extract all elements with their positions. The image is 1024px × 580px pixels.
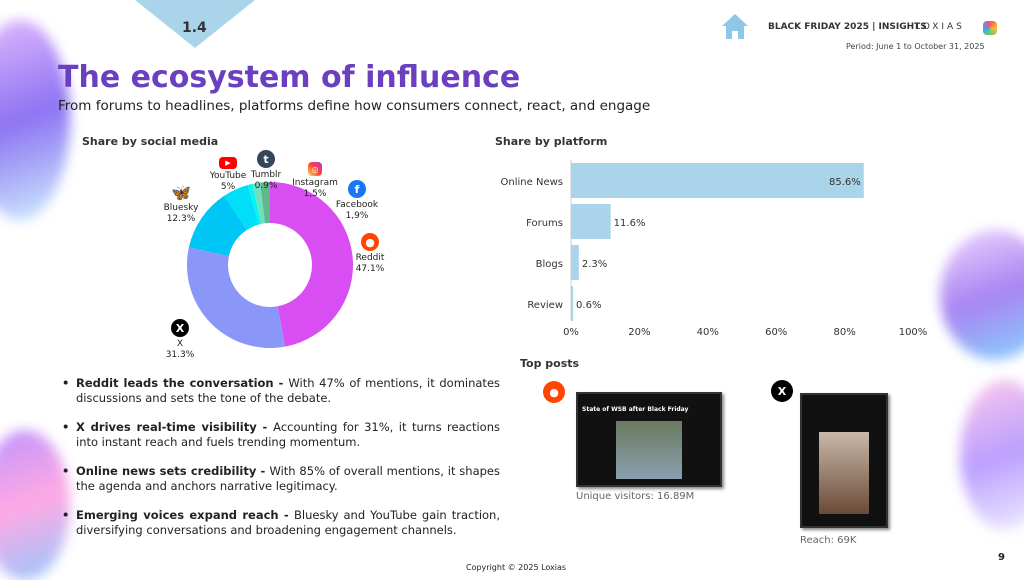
x-tick-label: 0% xyxy=(563,327,579,338)
label-instagram: ◎ Instagram 1,5% xyxy=(288,162,342,200)
x-icon: X xyxy=(771,380,793,402)
donut-slice-reddit xyxy=(270,182,353,347)
x-tick-label: 100% xyxy=(899,327,928,338)
period-label: Period: June 1 to October 31, 2025 xyxy=(846,42,985,51)
label-facebook: f Facebook 1,9% xyxy=(332,180,382,222)
decorative-shape xyxy=(0,20,70,220)
decorative-shape xyxy=(960,380,1024,530)
bar-blogs xyxy=(571,245,579,280)
value-label: 0.6% xyxy=(576,300,601,311)
label-youtube: ▶ YouTube 5% xyxy=(209,157,247,192)
label-reddit: ● Reddit 47.1% xyxy=(340,233,400,275)
list-item: Online news sets credibility - With 85% … xyxy=(62,464,500,494)
list-item: X drives real-time visibility - Accounti… xyxy=(62,420,500,450)
page-title: The ecosystem of influence xyxy=(58,60,521,95)
reddit-post-title: State of WSB after Black Friday xyxy=(582,406,689,413)
label-tumblr: t Tumblr 0.9% xyxy=(246,150,286,192)
bluesky-icon: 🦋 xyxy=(171,182,191,202)
value-label: 2.3% xyxy=(582,259,607,270)
post-image xyxy=(819,432,869,514)
home-icon[interactable] xyxy=(720,12,750,40)
x-tick-label: 80% xyxy=(833,327,855,338)
bar-forums xyxy=(571,204,611,239)
donut-slice-tumblr xyxy=(247,183,262,225)
x-tick-label: 40% xyxy=(697,327,719,338)
x-tick-label: 60% xyxy=(765,327,787,338)
donut-slice-facebook xyxy=(260,182,270,224)
reddit-post-metric: Unique visitors: 16.89M xyxy=(576,491,695,502)
copyright: Copyright © 2025 Loxias xyxy=(466,563,567,572)
donut-slice-youtube xyxy=(224,185,259,230)
category-label: Online News xyxy=(501,177,563,188)
section-number: 1.4 xyxy=(182,20,207,36)
list-item: Emerging voices expand reach - Bluesky a… xyxy=(62,508,500,538)
bar-chart: Online News 85.6% Forums 11.6% Blogs 2.3% Revi… xyxy=(501,160,928,338)
post-image xyxy=(616,421,682,479)
top-posts-title: Top posts xyxy=(520,357,580,370)
donut-title: Share by social media xyxy=(82,135,219,148)
report-title: BLACK FRIDAY 2025 | INSIGHTS xyxy=(768,22,927,32)
category-label: Review xyxy=(527,300,563,311)
bar-review xyxy=(571,286,574,321)
bar-online-news xyxy=(571,163,864,198)
label-bluesky: 🦋 Bluesky 12.3% xyxy=(163,182,199,224)
x-post-metric: Reach: 69K xyxy=(800,535,857,546)
donut-slice-bluesky xyxy=(188,195,247,257)
x-icon: X xyxy=(171,319,189,337)
donut-slice-instagram xyxy=(252,182,265,224)
section-tab xyxy=(135,0,255,48)
label-x: X X 31.3% xyxy=(160,319,200,361)
insights-list: Reddit leads the conversation - With 47%… xyxy=(62,376,500,552)
category-label: Blogs xyxy=(536,259,563,270)
decorative-shape xyxy=(0,430,70,580)
donut-chart xyxy=(187,182,353,348)
decorative-shape xyxy=(940,230,1024,360)
bar-chart-title: Share by platform xyxy=(495,135,608,148)
page-subtitle: From forums to headlines, platforms defi… xyxy=(58,98,651,114)
reddit-icon: ● xyxy=(361,233,379,251)
instagram-icon: ◎ xyxy=(308,162,322,176)
loxias-logo: LOXIAS xyxy=(915,22,965,32)
category-label: Forums xyxy=(526,218,563,229)
tumblr-icon: t xyxy=(257,150,275,168)
reddit-post-thumbnail[interactable]: State of WSB after Black Friday xyxy=(576,392,722,487)
donut-slice-x xyxy=(187,247,286,348)
reddit-icon: ● xyxy=(543,381,565,403)
page-number: 9 xyxy=(998,552,1005,563)
value-label: 85.6% xyxy=(829,177,861,188)
facebook-icon: f xyxy=(348,180,366,198)
brand-logo-icon xyxy=(983,21,997,35)
x-post-thumbnail[interactable] xyxy=(800,393,888,528)
list-item: Reddit leads the conversation - With 47%… xyxy=(62,376,500,406)
youtube-icon: ▶ xyxy=(219,157,237,169)
x-tick-label: 20% xyxy=(628,327,650,338)
value-label: 11.6% xyxy=(614,218,646,229)
